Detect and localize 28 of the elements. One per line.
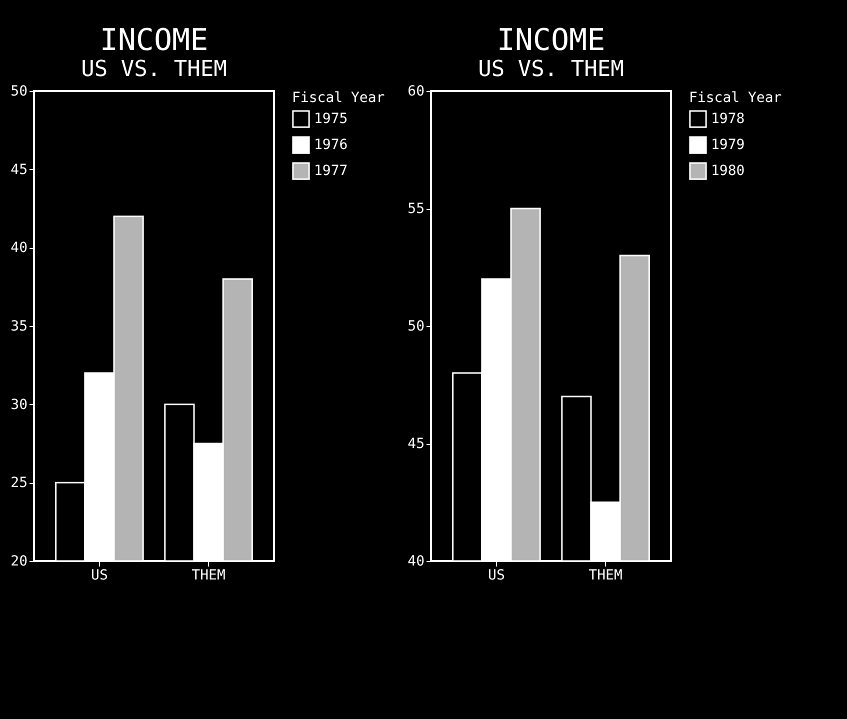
y-tick-label: 50 — [10, 84, 28, 100]
y-tick-label: 40 — [10, 240, 28, 256]
chart-subtitle: US VS. THEM — [81, 57, 227, 82]
y-tick-label: 55 — [408, 201, 424, 217]
legend-title: Fiscal Year — [689, 90, 782, 106]
legend-title: Fiscal Year — [292, 90, 385, 106]
y-tick-label: 45 — [408, 436, 424, 452]
chart-title: INCOME — [100, 23, 208, 58]
legend-label: 1978 — [711, 111, 745, 127]
legend-label: 1980 — [711, 163, 745, 179]
y-tick-label: 60 — [408, 84, 424, 100]
legend-label: 1975 — [314, 111, 348, 127]
legend-label: 1979 — [711, 137, 745, 153]
y-tick-label: 50 — [408, 318, 424, 334]
x-tick-label: US — [91, 568, 108, 584]
legend-label: 1976 — [314, 137, 348, 153]
y-tick-label: 30 — [10, 396, 28, 413]
y-tick-label: 40 — [408, 554, 424, 570]
y-tick-label: 20 — [10, 554, 28, 570]
y-tick-label: 45 — [10, 162, 28, 178]
x-tick-label: THEM — [588, 568, 622, 584]
chart-subtitle: US VS. THEM — [478, 57, 624, 82]
y-tick-label: 25 — [10, 475, 28, 492]
x-tick-label: US — [488, 568, 505, 584]
chart-title: INCOME — [496, 23, 606, 58]
y-tick-label: 35 — [10, 318, 28, 334]
legend-label: 1977 — [314, 163, 348, 179]
x-tick-label: THEM — [192, 568, 226, 584]
